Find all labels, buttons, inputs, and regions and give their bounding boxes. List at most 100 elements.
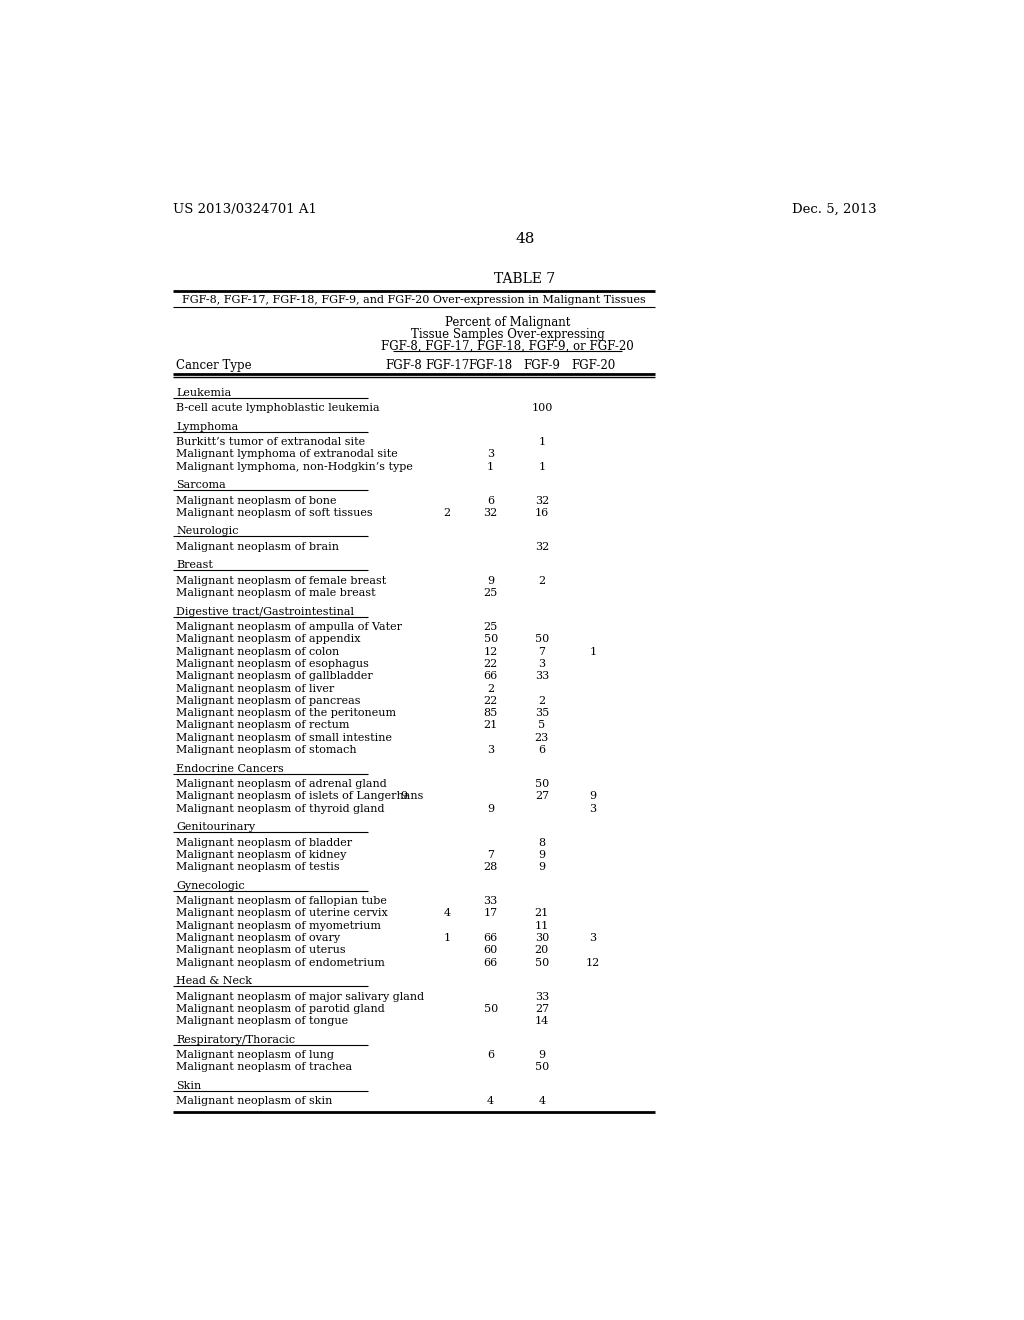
Text: 3: 3: [487, 744, 495, 755]
Text: Percent of Malignant: Percent of Malignant: [445, 317, 570, 329]
Text: 9: 9: [590, 792, 597, 801]
Text: FGF-20: FGF-20: [570, 359, 615, 372]
Text: Malignant neoplasm of bladder: Malignant neoplasm of bladder: [176, 838, 352, 847]
Text: 66: 66: [483, 671, 498, 681]
Text: Malignant neoplasm of esophagus: Malignant neoplasm of esophagus: [176, 659, 369, 669]
Text: 50: 50: [535, 635, 549, 644]
Text: Neurologic: Neurologic: [176, 527, 239, 536]
Text: FGF-8: FGF-8: [385, 359, 422, 372]
Text: 20: 20: [535, 945, 549, 956]
Text: 60: 60: [483, 945, 498, 956]
Text: Head & Neck: Head & Neck: [176, 977, 252, 986]
Text: 1: 1: [443, 933, 451, 942]
Text: Malignant neoplasm of the peritoneum: Malignant neoplasm of the peritoneum: [176, 708, 396, 718]
Text: Digestive tract/Gastrointestinal: Digestive tract/Gastrointestinal: [176, 607, 354, 616]
Text: Malignant lymphoma of extranodal site: Malignant lymphoma of extranodal site: [176, 449, 397, 459]
Text: 9: 9: [487, 804, 495, 813]
Text: Malignant neoplasm of thyroid gland: Malignant neoplasm of thyroid gland: [176, 804, 385, 813]
Text: 28: 28: [483, 862, 498, 873]
Text: Malignant neoplasm of lung: Malignant neoplasm of lung: [176, 1051, 334, 1060]
Text: 6: 6: [487, 1051, 495, 1060]
Text: US 2013/0324701 A1: US 2013/0324701 A1: [173, 203, 316, 216]
Text: 33: 33: [535, 991, 549, 1002]
Text: 4: 4: [443, 908, 451, 919]
Text: 2: 2: [487, 684, 495, 693]
Text: Malignant neoplasm of male breast: Malignant neoplasm of male breast: [176, 589, 376, 598]
Text: 12: 12: [483, 647, 498, 656]
Text: 7: 7: [539, 647, 546, 656]
Text: Skin: Skin: [176, 1081, 202, 1090]
Text: Malignant neoplasm of pancreas: Malignant neoplasm of pancreas: [176, 696, 360, 706]
Text: Malignant neoplasm of brain: Malignant neoplasm of brain: [176, 543, 339, 552]
Text: 100: 100: [531, 404, 553, 413]
Text: 3: 3: [487, 449, 495, 459]
Text: 4: 4: [487, 1096, 495, 1106]
Text: Malignant neoplasm of female breast: Malignant neoplasm of female breast: [176, 576, 386, 586]
Text: 30: 30: [535, 933, 549, 942]
Text: Malignant neoplasm of myometrium: Malignant neoplasm of myometrium: [176, 921, 381, 931]
Text: 50: 50: [483, 635, 498, 644]
Text: 32: 32: [483, 508, 498, 517]
Text: FGF-18: FGF-18: [469, 359, 513, 372]
Text: 50: 50: [483, 1003, 498, 1014]
Text: 6: 6: [539, 744, 546, 755]
Text: Malignant neoplasm of parotid gland: Malignant neoplasm of parotid gland: [176, 1003, 385, 1014]
Text: 23: 23: [535, 733, 549, 743]
Text: Malignant neoplasm of colon: Malignant neoplasm of colon: [176, 647, 339, 656]
Text: 9: 9: [539, 850, 546, 859]
Text: 50: 50: [535, 779, 549, 789]
Text: Malignant neoplasm of major salivary gland: Malignant neoplasm of major salivary gla…: [176, 991, 424, 1002]
Text: 2: 2: [443, 508, 451, 517]
Text: Malignant neoplasm of endometrium: Malignant neoplasm of endometrium: [176, 958, 385, 968]
Text: 16: 16: [535, 508, 549, 517]
Text: Malignant neoplasm of adrenal gland: Malignant neoplasm of adrenal gland: [176, 779, 387, 789]
Text: FGF-8, FGF-17, FGF-18, FGF-9, and FGF-20 Over-expression in Malignant Tissues: FGF-8, FGF-17, FGF-18, FGF-9, and FGF-20…: [182, 296, 646, 305]
Text: Malignant neoplasm of rectum: Malignant neoplasm of rectum: [176, 721, 349, 730]
Text: 21: 21: [535, 908, 549, 919]
Text: 33: 33: [483, 896, 498, 906]
Text: FGF-17: FGF-17: [425, 359, 469, 372]
Text: B-cell acute lymphoblastic leukemia: B-cell acute lymphoblastic leukemia: [176, 404, 380, 413]
Text: 50: 50: [535, 1063, 549, 1072]
Text: 3: 3: [590, 804, 597, 813]
Text: 1: 1: [487, 462, 495, 471]
Text: 2: 2: [539, 576, 546, 586]
Text: 7: 7: [487, 850, 495, 859]
Text: Malignant neoplasm of skin: Malignant neoplasm of skin: [176, 1096, 333, 1106]
Text: 17: 17: [483, 908, 498, 919]
Text: Sarcoma: Sarcoma: [176, 480, 226, 490]
Text: 66: 66: [483, 933, 498, 942]
Text: 33: 33: [535, 671, 549, 681]
Text: 35: 35: [535, 708, 549, 718]
Text: Malignant neoplasm of small intestine: Malignant neoplasm of small intestine: [176, 733, 392, 743]
Text: 21: 21: [483, 721, 498, 730]
Text: 2: 2: [539, 696, 546, 706]
Text: 50: 50: [535, 958, 549, 968]
Text: 3: 3: [539, 659, 546, 669]
Text: Malignant neoplasm of liver: Malignant neoplasm of liver: [176, 684, 334, 693]
Text: 27: 27: [535, 1003, 549, 1014]
Text: Gynecologic: Gynecologic: [176, 880, 245, 891]
Text: 8: 8: [539, 838, 546, 847]
Text: Breast: Breast: [176, 561, 213, 570]
Text: Endocrine Cancers: Endocrine Cancers: [176, 763, 284, 774]
Text: 85: 85: [483, 708, 498, 718]
Text: Malignant neoplasm of gallbladder: Malignant neoplasm of gallbladder: [176, 671, 373, 681]
Text: 12: 12: [586, 958, 600, 968]
Text: Malignant neoplasm of kidney: Malignant neoplasm of kidney: [176, 850, 346, 859]
Text: Respiratory/Thoracic: Respiratory/Thoracic: [176, 1035, 295, 1044]
Text: Malignant lymphoma, non-Hodgkin’s type: Malignant lymphoma, non-Hodgkin’s type: [176, 462, 413, 471]
Text: 1: 1: [539, 437, 546, 447]
Text: 14: 14: [535, 1016, 549, 1026]
Text: 9: 9: [539, 862, 546, 873]
Text: 4: 4: [539, 1096, 546, 1106]
Text: Cancer Type: Cancer Type: [176, 359, 252, 372]
Text: 5: 5: [539, 721, 546, 730]
Text: 3: 3: [590, 933, 597, 942]
Text: Malignant neoplasm of soft tissues: Malignant neoplasm of soft tissues: [176, 508, 373, 517]
Text: Malignant neoplasm of bone: Malignant neoplasm of bone: [176, 496, 337, 506]
Text: Dec. 5, 2013: Dec. 5, 2013: [792, 203, 877, 216]
Text: Malignant neoplasm of uterus: Malignant neoplasm of uterus: [176, 945, 346, 956]
Text: FGF-8, FGF-17, FGF-18, FGF-9, or FGF-20: FGF-8, FGF-17, FGF-18, FGF-9, or FGF-20: [381, 339, 634, 352]
Text: Lymphoma: Lymphoma: [176, 422, 239, 432]
